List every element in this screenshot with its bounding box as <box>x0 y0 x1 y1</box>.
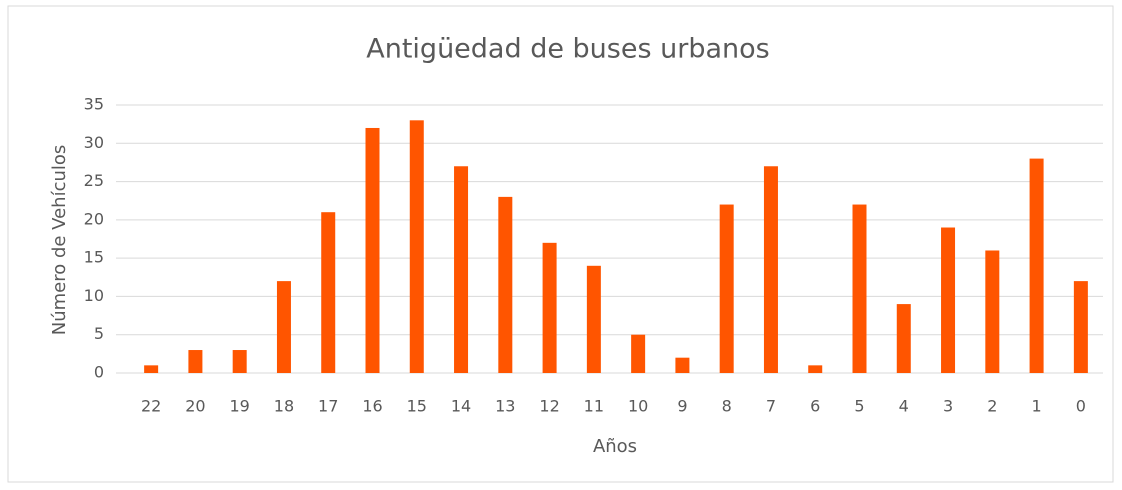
x-tick-label: 1 <box>1031 397 1041 416</box>
x-tick-label: 0 <box>1076 397 1086 416</box>
bar <box>498 196 513 373</box>
y-tick-label: 10 <box>84 286 104 305</box>
x-tick-label: 6 <box>810 397 820 416</box>
x-tick-label: 12 <box>539 397 559 416</box>
x-tick-label: 10 <box>628 397 648 416</box>
y-tick-label: 15 <box>84 248 104 267</box>
y-axis-label: Número de Vehículos <box>49 145 70 336</box>
bar <box>896 304 911 373</box>
x-tick-label: 20 <box>185 397 205 416</box>
y-tick-label: 30 <box>84 133 104 152</box>
bar <box>586 265 601 373</box>
bar <box>409 120 424 373</box>
bar <box>941 227 956 373</box>
bar <box>675 357 690 373</box>
y-tick-label: 35 <box>84 95 104 114</box>
bar <box>631 334 646 373</box>
bar <box>808 365 823 373</box>
y-tick-label: 25 <box>84 171 104 190</box>
bar <box>1029 158 1044 373</box>
x-tick-label: 4 <box>899 397 909 416</box>
x-tick-label: 8 <box>722 397 732 416</box>
bar <box>365 127 380 373</box>
x-tick-label: 3 <box>943 397 953 416</box>
x-tick-label: 11 <box>584 397 604 416</box>
bar <box>454 166 469 373</box>
x-tick-label: 13 <box>495 397 515 416</box>
bar <box>188 350 203 373</box>
x-tick-label: 7 <box>766 397 776 416</box>
y-tick-label: 5 <box>94 324 104 343</box>
bar <box>985 250 1000 373</box>
x-axis-label: Años <box>593 436 637 457</box>
x-tick-label: 15 <box>407 397 427 416</box>
bar <box>852 204 867 373</box>
chart-title: Antigüedad de buses urbanos <box>366 34 769 65</box>
bar <box>1073 281 1088 373</box>
bar <box>276 281 291 373</box>
x-tick-label: 18 <box>274 397 294 416</box>
x-tick-label: 14 <box>451 397 471 416</box>
x-tick-label: 2 <box>987 397 997 416</box>
bar <box>321 212 336 373</box>
chart-frame <box>7 5 1114 483</box>
bar <box>144 365 159 373</box>
bar <box>763 166 778 373</box>
y-tick-label: 20 <box>84 209 104 228</box>
bar <box>542 242 557 373</box>
bar <box>719 204 734 373</box>
x-tick-label: 9 <box>677 397 687 416</box>
bar <box>232 350 247 373</box>
x-tick-label: 5 <box>854 397 864 416</box>
x-tick-label: 16 <box>362 397 382 416</box>
x-tick-label: 22 <box>141 397 161 416</box>
y-tick-label: 0 <box>94 363 104 382</box>
x-tick-label: 17 <box>318 397 338 416</box>
x-tick-label: 19 <box>230 397 250 416</box>
